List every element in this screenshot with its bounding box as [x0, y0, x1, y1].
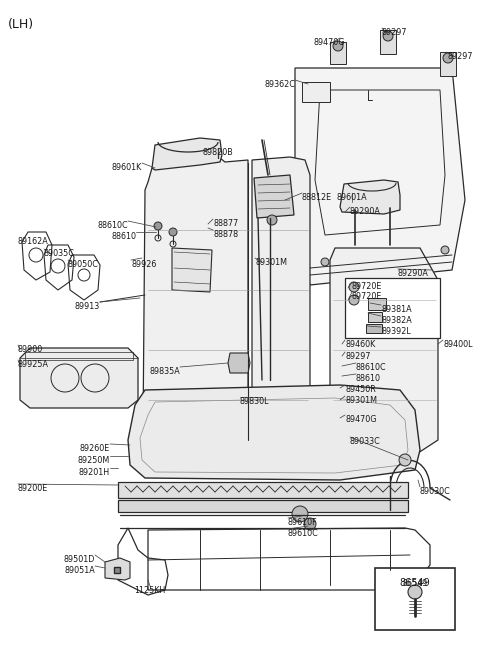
- Text: 88877: 88877: [213, 219, 238, 228]
- Text: 89297: 89297: [345, 352, 371, 361]
- Text: 89035C: 89035C: [44, 249, 75, 258]
- Text: 89470G: 89470G: [313, 38, 345, 47]
- Polygon shape: [172, 248, 212, 292]
- Circle shape: [321, 258, 329, 266]
- Polygon shape: [252, 157, 310, 440]
- Text: 89381A: 89381A: [381, 305, 412, 314]
- Text: 89250M: 89250M: [78, 456, 110, 465]
- Text: 89601K: 89601K: [112, 163, 142, 172]
- Circle shape: [383, 31, 393, 41]
- Text: 88812E: 88812E: [302, 193, 332, 202]
- Text: 89900: 89900: [18, 345, 43, 354]
- Polygon shape: [340, 180, 400, 214]
- Text: 89301M: 89301M: [255, 258, 287, 267]
- Text: 89820B: 89820B: [203, 148, 233, 157]
- Text: 89830L: 89830L: [240, 397, 269, 406]
- Polygon shape: [330, 248, 438, 455]
- Text: 89362C: 89362C: [264, 80, 295, 89]
- Text: 89926: 89926: [131, 260, 156, 269]
- Circle shape: [441, 246, 449, 254]
- Text: 88610: 88610: [111, 232, 136, 241]
- Text: 89050C: 89050C: [68, 260, 99, 269]
- Circle shape: [304, 518, 316, 530]
- Polygon shape: [254, 175, 294, 218]
- Bar: [368, 312, 382, 322]
- Text: 89382A: 89382A: [381, 316, 412, 325]
- Polygon shape: [20, 348, 138, 408]
- Polygon shape: [143, 158, 248, 440]
- Text: 89400L: 89400L: [443, 340, 472, 349]
- Text: 89033C: 89033C: [350, 437, 381, 446]
- Text: 88610C: 88610C: [97, 221, 128, 230]
- Circle shape: [408, 585, 422, 599]
- Text: 89051A: 89051A: [64, 566, 95, 575]
- Text: 89470G: 89470G: [345, 415, 376, 424]
- Circle shape: [443, 53, 453, 63]
- Text: 89297: 89297: [382, 28, 408, 37]
- Polygon shape: [295, 68, 465, 285]
- Bar: [330, 42, 346, 64]
- Polygon shape: [128, 385, 420, 480]
- Circle shape: [349, 295, 359, 305]
- Text: 89601A: 89601A: [336, 193, 367, 202]
- Text: (LH): (LH): [8, 18, 34, 31]
- Text: 89200E: 89200E: [18, 484, 48, 493]
- Polygon shape: [228, 353, 250, 373]
- Circle shape: [154, 222, 162, 230]
- Text: 89925A: 89925A: [18, 360, 49, 369]
- Polygon shape: [152, 138, 222, 170]
- Bar: [25, 352, 133, 360]
- Bar: [368, 298, 386, 310]
- Bar: [118, 500, 408, 512]
- Circle shape: [366, 254, 374, 262]
- Text: 89290A: 89290A: [398, 269, 429, 278]
- Text: 89720E: 89720E: [352, 292, 383, 301]
- Bar: [380, 30, 396, 54]
- Circle shape: [399, 454, 411, 466]
- Text: 89501D: 89501D: [64, 555, 95, 564]
- Bar: [345, 278, 440, 338]
- Bar: [440, 52, 456, 76]
- Text: 89201H: 89201H: [79, 468, 110, 477]
- Text: 88610: 88610: [356, 374, 381, 383]
- Text: 89720E: 89720E: [352, 282, 383, 291]
- Text: 89835A: 89835A: [149, 367, 180, 376]
- Text: 89301M: 89301M: [345, 396, 377, 405]
- Polygon shape: [105, 558, 130, 580]
- Bar: [366, 324, 382, 333]
- Bar: [302, 82, 330, 102]
- Text: 89450R: 89450R: [345, 385, 376, 394]
- Text: 86549: 86549: [400, 578, 431, 588]
- Text: 88610C: 88610C: [356, 363, 386, 372]
- Circle shape: [292, 506, 308, 522]
- Circle shape: [333, 41, 343, 51]
- Text: 89392L: 89392L: [381, 327, 411, 336]
- Text: 89913: 89913: [75, 302, 100, 311]
- Text: 89610C: 89610C: [288, 529, 319, 538]
- Bar: [375, 568, 455, 630]
- Text: 89460K: 89460K: [345, 340, 375, 349]
- Text: 89030C: 89030C: [420, 487, 451, 496]
- Text: 1125KH: 1125KH: [134, 586, 166, 595]
- Bar: [118, 482, 408, 498]
- Text: 88878: 88878: [213, 230, 238, 239]
- Circle shape: [349, 282, 359, 292]
- Text: 89610F: 89610F: [288, 518, 318, 527]
- Circle shape: [169, 228, 177, 236]
- Text: 89260E: 89260E: [80, 444, 110, 453]
- Circle shape: [406, 250, 414, 258]
- Text: 89290A: 89290A: [350, 207, 381, 216]
- Text: 89297: 89297: [447, 52, 472, 61]
- Text: 86549: 86549: [402, 579, 428, 588]
- Text: 89162A: 89162A: [18, 237, 49, 246]
- Circle shape: [267, 215, 277, 225]
